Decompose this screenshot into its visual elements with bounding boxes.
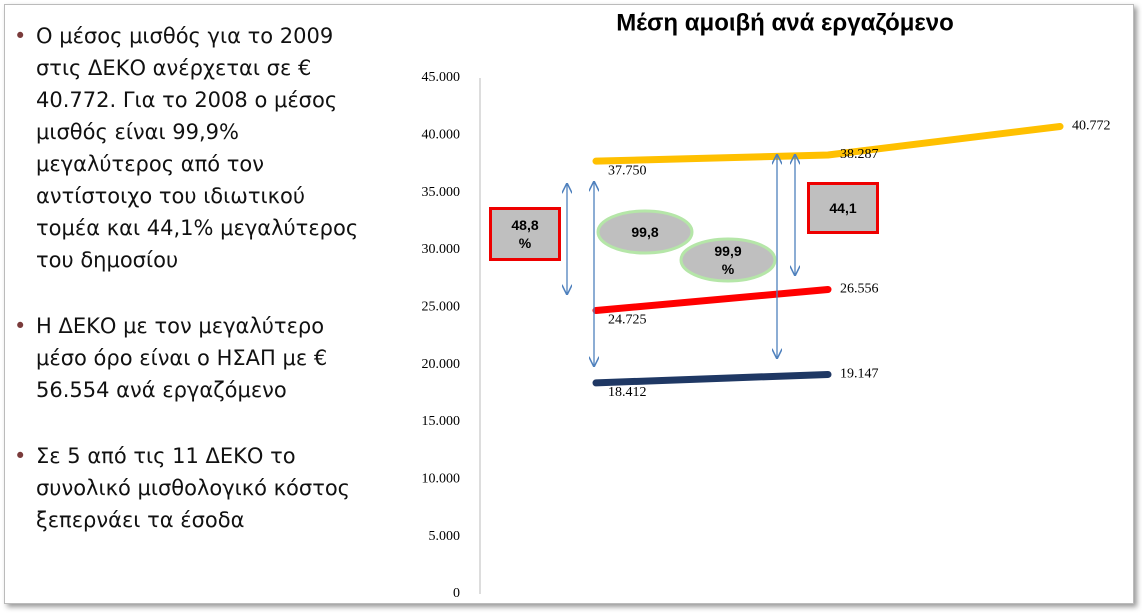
data-label: 26.556 <box>840 282 879 297</box>
y-tick-label: 0 <box>453 586 460 601</box>
annotation: 99,9 % <box>714 243 742 277</box>
chart-title: Μέση αμοιβή ανά εργαζόμενο <box>616 9 954 36</box>
y-tick-label: 45.000 <box>422 70 461 85</box>
series-line <box>592 370 832 387</box>
data-label: 24.725 <box>608 313 647 328</box>
y-tick-label: 35.000 <box>422 185 461 200</box>
bullet: Σε 5 από τις 11 ΔΕΚΟ το συνολικό μισθολο… <box>12 440 362 536</box>
y-tick-label: 15.000 <box>422 414 461 429</box>
y-tick-label: 20.000 <box>422 357 461 372</box>
annotation: 48,8 % <box>511 217 539 251</box>
data-label: 18.412 <box>608 385 647 400</box>
annotation-box: 44,1 <box>807 182 879 234</box>
data-label: 40.772 <box>1072 119 1111 134</box>
y-tick-label: 5.000 <box>429 529 461 544</box>
arrows <box>567 155 795 366</box>
annotation-ellipse: 99,8 <box>598 211 692 253</box>
annotation: 99,8 <box>631 224 659 240</box>
data-label: 19.147 <box>840 367 879 382</box>
y-tick-label: 30.000 <box>422 242 461 257</box>
data-label: 37.750 <box>608 163 647 178</box>
annotation-box: 48,8 % <box>489 207 561 261</box>
series-line <box>592 285 832 314</box>
ellipse <box>596 209 694 255</box>
y-tick-label: 10.000 <box>422 472 461 487</box>
bullet-list: Ο μέσος μισθός για το 2009 στις ΔΕΚΟ ανέ… <box>12 20 362 570</box>
bullet: Η ΔΕΚΟ με τον μεγαλύτερο μέσο όρο είναι … <box>12 310 362 406</box>
series-line <box>592 122 1064 165</box>
y-tick-label: 25.000 <box>422 300 461 315</box>
annotation-ellipse: 99,9 % <box>681 239 775 281</box>
y-tick-label: 40.000 <box>422 128 461 143</box>
data-label: 38.287 <box>840 147 879 162</box>
annotation: 44,1 <box>829 200 857 216</box>
bullet: Ο μέσος μισθός για το 2009 στις ΔΕΚΟ ανέ… <box>12 20 362 276</box>
ellipse <box>679 237 777 283</box>
